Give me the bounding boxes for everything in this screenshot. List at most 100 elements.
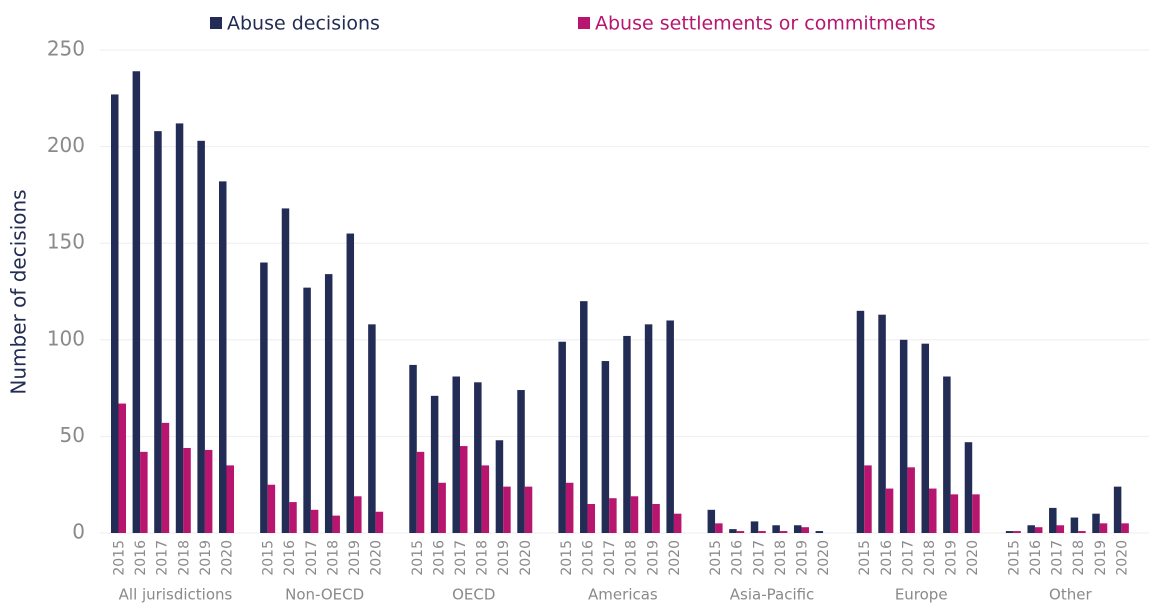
x-tick-label: 2018 [325,540,341,576]
bar [1049,507,1057,533]
x-tick-label: 2018 [475,540,491,576]
group-label: Europe [895,586,948,603]
bar [715,523,723,533]
bar [652,504,660,533]
x-tick-label: 2016 [581,540,597,576]
bar [580,301,588,533]
bar [118,403,126,533]
bar [524,486,533,533]
x-tick-label: 2017 [155,540,171,576]
bar [885,488,894,533]
x-tick-label: 2017 [900,540,916,576]
y-tick-label: 250 [47,37,85,61]
x-tick-label: 2015 [261,540,277,576]
bar [864,465,872,533]
y-tick-label: 100 [47,326,85,350]
x-tick-label: 2019 [645,540,661,576]
bar [154,131,162,534]
bar [375,511,384,533]
bar [430,395,439,533]
bar [517,390,525,533]
bar [1034,527,1043,533]
bar [793,525,802,533]
bar [815,531,824,533]
legend-swatch [210,17,222,29]
legend-label: Abuse decisions [227,13,380,35]
y-tick-label: 50 [60,423,85,447]
bar [260,262,268,533]
x-tick-label: 2019 [944,540,960,576]
x-tick-label: 2019 [794,540,810,576]
x-tick-label: 2018 [922,540,938,576]
x-tick-label: 2020 [1114,540,1130,576]
bar [750,521,759,533]
bar [779,531,788,533]
x-tick-label: 2017 [453,540,469,576]
x-tick-label: 2020 [965,540,981,576]
x-tick-label: 2020 [667,540,683,576]
bar [856,310,865,533]
x-tick-label: 2016 [1028,540,1044,576]
bar [943,376,951,533]
x-tick-label: 2017 [751,540,767,576]
x-tick-label: 2019 [198,540,214,576]
x-tick-label: 2020 [816,540,832,576]
bar [907,467,915,533]
bar [161,422,170,533]
x-tick-label: 2015 [112,540,128,576]
bar [354,496,362,533]
bar [175,123,184,533]
bar [183,447,191,533]
group-label: Non-OECD [285,586,364,603]
group-label: Americas [588,586,658,603]
x-tick-label: 2019 [496,540,512,576]
bar [929,488,937,533]
bar [964,442,973,533]
bar [267,484,276,533]
bar [1070,517,1079,533]
bar [1027,525,1035,533]
x-tick-label: 2018 [176,540,192,576]
group-label: All jurisdictions [119,586,233,603]
bar [452,376,460,533]
bar [1013,531,1021,533]
x-tick-label: 2017 [1050,540,1066,576]
x-tick-label: 2018 [773,540,789,576]
y-tick-label: 150 [47,230,85,254]
x-tick-label: 2015 [708,540,724,576]
bar [204,449,213,533]
y-axis-label: Number of decisions [7,189,31,394]
bar [289,502,297,533]
x-tick-label: 2015 [410,540,426,576]
bar [346,233,355,534]
y-tick-label: 0 [72,520,85,544]
bar [310,509,319,533]
bar [416,451,425,533]
bar [644,324,653,533]
bar [899,339,908,533]
bar [921,343,930,533]
bar [332,515,340,533]
bar [459,446,468,533]
bar [801,527,809,533]
bar [324,274,333,533]
x-tick-label: 2020 [518,540,534,576]
bar [1005,531,1014,533]
legend-label: Abuse settlements or commitments [595,13,936,35]
bar [226,465,234,533]
bar [772,525,780,533]
bar [1099,523,1108,533]
x-tick-label: 2019 [1093,540,1109,576]
bar [758,531,766,533]
x-tick-label: 2016 [730,540,746,576]
bar [438,482,446,533]
bar [736,531,745,533]
bar [666,320,674,533]
bar [281,208,290,533]
bar [565,482,574,533]
bar [630,496,639,533]
x-tick-label: 2017 [304,540,320,576]
bar [111,94,119,533]
bar [878,314,886,533]
